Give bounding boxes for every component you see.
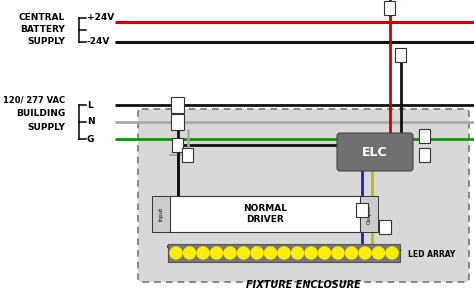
Circle shape xyxy=(332,247,344,259)
Circle shape xyxy=(183,247,195,259)
Bar xyxy=(356,203,368,217)
Circle shape xyxy=(210,247,222,259)
Circle shape xyxy=(305,247,317,259)
Text: SUPPLY: SUPPLY xyxy=(27,38,65,46)
Bar xyxy=(182,148,193,162)
Circle shape xyxy=(359,247,371,259)
Bar xyxy=(384,1,395,15)
Text: ELC: ELC xyxy=(362,146,388,158)
Text: CENTRAL: CENTRAL xyxy=(19,14,65,23)
Circle shape xyxy=(319,247,330,259)
Text: FIXTURE ENCLOSURE: FIXTURE ENCLOSURE xyxy=(246,280,361,290)
Bar xyxy=(419,148,430,162)
Circle shape xyxy=(292,247,303,259)
Bar xyxy=(168,244,400,262)
Circle shape xyxy=(170,247,182,259)
FancyBboxPatch shape xyxy=(138,109,469,282)
Text: SUPPLY: SUPPLY xyxy=(27,123,65,133)
Bar xyxy=(173,138,183,152)
Bar xyxy=(360,196,378,232)
Text: G: G xyxy=(87,134,94,143)
Text: NORMAL
DRIVER: NORMAL DRIVER xyxy=(243,204,287,224)
Text: -24V: -24V xyxy=(87,38,110,46)
Text: BUILDING: BUILDING xyxy=(16,109,65,118)
Text: BATTERY: BATTERY xyxy=(20,26,65,34)
Circle shape xyxy=(264,247,276,259)
Circle shape xyxy=(251,247,263,259)
Circle shape xyxy=(278,247,290,259)
Bar xyxy=(395,48,407,62)
Text: Input: Input xyxy=(158,207,164,221)
Text: L: L xyxy=(87,101,93,109)
Text: +24V: +24V xyxy=(87,14,114,23)
Bar xyxy=(152,196,170,232)
Bar xyxy=(379,220,391,234)
Bar xyxy=(172,97,184,113)
FancyBboxPatch shape xyxy=(337,133,413,171)
Circle shape xyxy=(373,247,384,259)
Text: N: N xyxy=(87,118,95,126)
Circle shape xyxy=(346,247,357,259)
Text: LED ARRAY: LED ARRAY xyxy=(408,250,455,259)
Circle shape xyxy=(237,247,249,259)
Text: Output: Output xyxy=(366,205,372,223)
Circle shape xyxy=(386,247,398,259)
Bar xyxy=(172,114,184,130)
Bar xyxy=(170,196,360,232)
Bar xyxy=(419,129,430,143)
Text: 120/ 277 VAC: 120/ 277 VAC xyxy=(3,96,65,104)
Circle shape xyxy=(197,247,209,259)
Circle shape xyxy=(224,247,236,259)
